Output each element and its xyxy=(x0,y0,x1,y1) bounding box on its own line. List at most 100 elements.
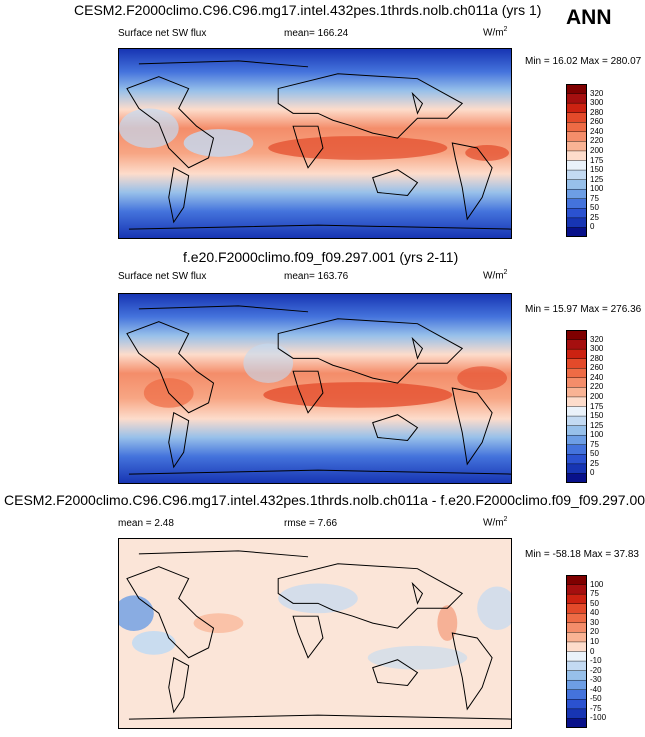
colorbar-swatch xyxy=(566,463,587,475)
colorbar-tick-label: 175 xyxy=(590,155,604,165)
panel3-rmse-value: 7.66 xyxy=(317,518,338,529)
colorbar-swatch xyxy=(566,708,587,720)
colorbar-swatch xyxy=(566,160,587,171)
colorbar-swatch xyxy=(566,718,587,728)
panel2-mean-value: 163.76 xyxy=(317,271,349,282)
colorbar-tick-label: 20 xyxy=(590,627,599,637)
colorbar-tick-label: -75 xyxy=(590,703,602,713)
colorbar-swatch xyxy=(566,575,587,586)
colorbar-tick-label: 50 xyxy=(590,449,599,459)
panel3-minmax: Min = -58.18 Max = 37.83 xyxy=(525,549,639,560)
colorbar-tick-label: 75 xyxy=(590,193,599,203)
colorbar-swatch xyxy=(566,425,587,436)
season-label: ANN xyxy=(566,6,612,29)
colorbar-swatch xyxy=(566,670,587,681)
colorbar-tick-label: 260 xyxy=(590,363,604,373)
colorbar-swatch xyxy=(566,141,587,152)
colorbar-tick-label: 260 xyxy=(590,117,604,127)
panel3-units-text: W/m xyxy=(483,517,504,529)
colorbar-swatch xyxy=(566,651,587,662)
colorbar-swatch xyxy=(566,330,587,341)
colorbar-swatch xyxy=(566,84,587,95)
colorbar-swatch xyxy=(566,434,587,446)
panel1-units: W/m2 xyxy=(483,26,507,38)
colorbar-swatch xyxy=(566,208,587,219)
colorbar-tick-label: 75 xyxy=(590,439,599,449)
colorbar-tick-label: 0 xyxy=(590,646,595,656)
colorbar-tick-label: 150 xyxy=(590,411,604,421)
panel3-rmse-label: rmse = xyxy=(284,518,315,529)
panel3-mean: mean = 2.48 xyxy=(118,518,174,529)
colorbar-swatch xyxy=(566,396,587,408)
panel1-map xyxy=(118,48,512,239)
colorbar-tick-label: 0 xyxy=(590,468,595,478)
panel1-mean-label: mean= xyxy=(284,28,315,39)
colorbar-swatch xyxy=(566,660,587,672)
colorbar-swatch xyxy=(566,699,587,710)
colorbar-tick-label: -100 xyxy=(590,713,607,723)
colorbar-swatch xyxy=(566,188,587,200)
panel1-mean-value: 166.24 xyxy=(317,28,349,39)
colorbar-tick-label: 125 xyxy=(590,174,604,184)
colorbar-swatch xyxy=(566,348,587,360)
colorbar-tick-label: 40 xyxy=(590,608,599,618)
colorbar-tick-label: 240 xyxy=(590,372,604,382)
colorbar-tick-label: 240 xyxy=(590,126,604,136)
colorbar-tick-label: 175 xyxy=(590,401,604,411)
colorbar-swatch xyxy=(566,679,587,691)
colorbar-swatch xyxy=(566,641,587,653)
colorbar-tick-label: -40 xyxy=(590,684,602,694)
colorbar-swatch xyxy=(566,377,587,388)
colorbar-swatch xyxy=(566,131,587,142)
colorbar-tick-label: -20 xyxy=(590,665,602,675)
colorbar-swatch xyxy=(566,169,587,181)
panel1-colorbar xyxy=(566,84,587,237)
colorbar-tick-label: 300 xyxy=(590,344,604,354)
panel1-units-sup: 2 xyxy=(503,26,508,33)
colorbar-tick-label: 10 xyxy=(590,636,599,646)
panel2-map xyxy=(118,293,512,484)
colorbar-tick-label: 220 xyxy=(590,136,604,146)
colorbar-tick-label: 75 xyxy=(590,589,599,599)
panel2-colorbar xyxy=(566,330,587,483)
colorbar-tick-label: 50 xyxy=(590,598,599,608)
colorbar-swatch xyxy=(566,444,587,455)
colorbar-swatch xyxy=(566,179,587,190)
panel3-title: CESM2.F2000climo.C96.C96.mg17.intel.432p… xyxy=(4,492,645,508)
colorbar-swatch xyxy=(566,387,587,398)
panel3-units-sup: 2 xyxy=(503,516,508,523)
colorbar-tick-label: 25 xyxy=(590,212,599,222)
panel1-mean: mean= 166.24 xyxy=(284,28,348,39)
colorbar-swatch xyxy=(566,406,587,417)
colorbar-swatch xyxy=(566,613,587,624)
panel1-title: CESM2.F2000climo.C96.C96.mg17.intel.432p… xyxy=(74,2,542,18)
panel2-mean: mean= 163.76 xyxy=(284,271,348,282)
panel3-mean-value: 2.48 xyxy=(154,518,174,529)
colorbar-tick-label: 0 xyxy=(590,222,595,232)
panel2-units-text: W/m xyxy=(483,270,504,282)
colorbar-tick-label: 280 xyxy=(590,353,604,363)
panel3-units: W/m2 xyxy=(483,516,507,528)
panel3-mean-label: mean = xyxy=(118,518,152,529)
colorbar-swatch xyxy=(566,93,587,104)
colorbar-tick-label: 150 xyxy=(590,165,604,175)
colorbar-tick-label: 100 xyxy=(590,430,604,440)
panel2-minmax: Min = 15.97 Max = 276.36 xyxy=(525,304,642,315)
colorbar-swatch xyxy=(566,473,587,483)
colorbar-tick-label: -30 xyxy=(590,675,602,685)
colorbar-swatch xyxy=(566,368,587,379)
colorbar-swatch xyxy=(566,217,587,229)
colorbar-swatch xyxy=(566,150,587,162)
panel2-title: f.e20.F2000climo.f09_f09.297.001 (yrs 2-… xyxy=(183,249,459,265)
panel3-rmse: rmse = 7.66 xyxy=(284,518,337,529)
panel3-map xyxy=(118,538,512,729)
colorbar-tick-label: 300 xyxy=(590,98,604,108)
colorbar-swatch xyxy=(566,584,587,595)
colorbar-tick-label: 320 xyxy=(590,88,604,98)
colorbar-swatch xyxy=(566,198,587,209)
colorbar-swatch xyxy=(566,112,587,123)
colorbar-swatch xyxy=(566,593,587,605)
colorbar-tick-label: 125 xyxy=(590,420,604,430)
colorbar-swatch xyxy=(566,227,587,237)
panel2-units: W/m2 xyxy=(483,269,507,281)
